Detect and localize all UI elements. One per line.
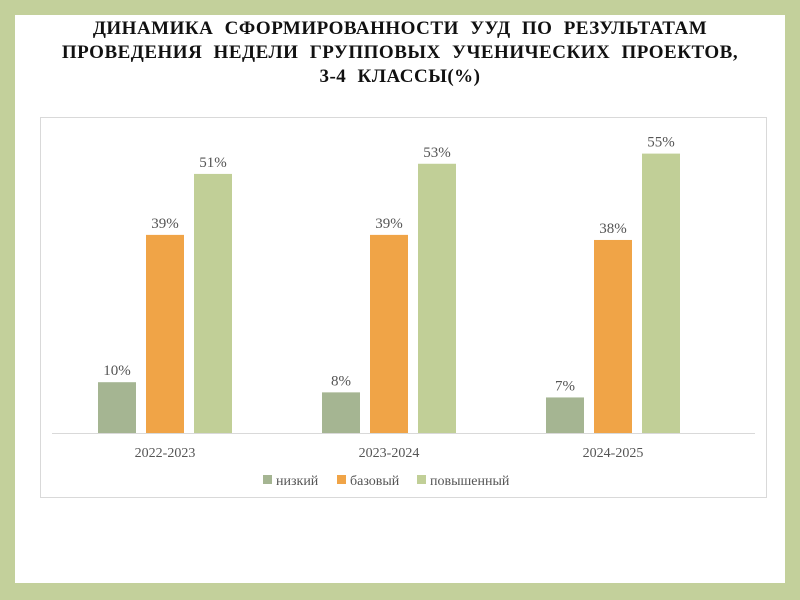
- title-line: 3-4 КЛАССЫ(%): [319, 66, 481, 87]
- legend-label: повышенный: [430, 474, 510, 489]
- chart-title: ДИНАМИКА СФОРМИРОВАННОСТИ УУД ПО РЕЗУЛЬТ…: [0, 0, 800, 89]
- title-line: ПРОВЕДЕНИЯ НЕДЕЛИ ГРУППОВЫХ УЧЕНИЧЕСКИХ …: [61, 42, 739, 63]
- x-tick-label: 2023-2024: [359, 446, 420, 461]
- data-label: 10%: [103, 363, 131, 379]
- data-label: 7%: [555, 378, 575, 394]
- data-label: 51%: [199, 155, 227, 171]
- data-label: 53%: [423, 145, 451, 161]
- bar-низкий-2023-2024: [322, 392, 360, 433]
- data-label: 38%: [599, 221, 627, 237]
- legend-swatch-повышенный: [417, 475, 426, 484]
- legend-label: низкий: [276, 474, 319, 489]
- title-line: ДИНАМИКА СФОРМИРОВАННОСТИ УУД ПО РЕЗУЛЬТ…: [92, 18, 708, 39]
- x-tick-label: 2024-2025: [583, 446, 644, 461]
- data-label: 39%: [151, 216, 179, 232]
- x-tick-label: 2022-2023: [135, 446, 196, 461]
- bar-базовый-2024-2025: [594, 239, 632, 433]
- data-label: 39%: [375, 216, 403, 232]
- bar-повышенный-2023-2024: [418, 163, 456, 433]
- legend-swatch-базовый: [337, 475, 346, 484]
- bar-повышенный-2022-2023: [194, 173, 232, 434]
- legend-label: базовый: [350, 474, 400, 489]
- data-label: 55%: [647, 135, 675, 151]
- bar-низкий-2022-2023: [98, 382, 136, 433]
- bar-повышенный-2024-2025: [642, 153, 680, 433]
- bar-базовый-2022-2023: [146, 234, 184, 433]
- legend-swatch-низкий: [263, 475, 272, 484]
- bar-низкий-2024-2025: [546, 397, 584, 433]
- bar-базовый-2023-2024: [370, 234, 408, 433]
- data-label: 8%: [331, 373, 351, 389]
